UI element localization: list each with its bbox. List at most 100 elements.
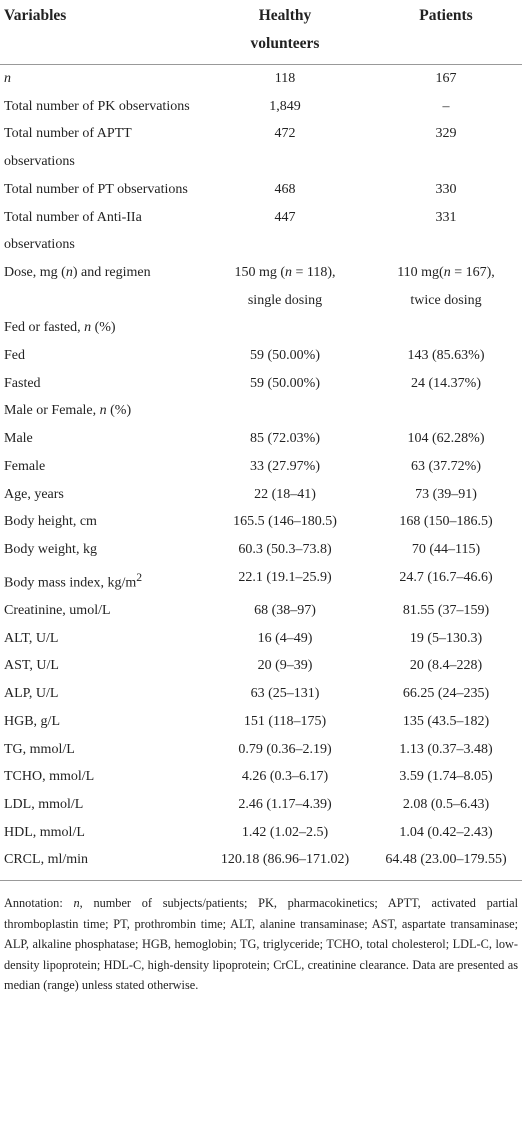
table-row: Body mass index, kg/m2 22.1 (19.1–25.9) 24… — [0, 564, 522, 597]
cell-text: 20 (8.4–228) — [409, 658, 483, 674]
value-cell: 1.13 (0.37–3.48) — [370, 736, 522, 764]
cell-text: ALP, U/L — [4, 686, 59, 702]
table-row: Body weight, kg 60.3 (50.3–73.8) 70 (44–11… — [0, 536, 522, 564]
cell-text: 68 (38–97) — [254, 603, 316, 619]
value-cell — [370, 314, 522, 342]
value-cell: 20 (9–39) — [200, 652, 370, 680]
cell-text: AST, U/L — [4, 658, 59, 674]
cell-text: 329 — [435, 126, 457, 142]
value-cell: 81.55 (37–159) — [370, 597, 522, 625]
value-cell: 22.1 (19.1–25.9) — [200, 564, 370, 597]
cell-text: HDL, mmol/L — [4, 824, 85, 840]
cell-text: 20 (9–39) — [257, 658, 313, 674]
cell-text: 472 — [274, 126, 296, 142]
cell-text: 143 (85.63%) — [407, 348, 485, 364]
value-cell: 120.18 (86.96–171.02) — [200, 846, 370, 882]
value-cell: 24 (14.37%) — [370, 370, 522, 398]
label-cell: Body mass index, kg/m2 — [0, 564, 200, 597]
cell-text: 120.18 (86.96–171.02) — [220, 852, 350, 868]
value-cell: 468 — [200, 176, 370, 204]
cell-text: 63 (25–131) — [250, 686, 320, 702]
label-cell: TG, mmol/L — [0, 736, 200, 764]
text-segment: (%) — [91, 320, 116, 336]
cell-text: 64.48 (23.00–179.55) — [385, 852, 507, 868]
cell-text: 4.26 (0.3–6.17) — [241, 769, 329, 785]
table-row: HDL, mmol/L 1.42 (1.02–2.5) 1.04 (0.42–2.4… — [0, 819, 522, 847]
cell-text: 447 — [274, 209, 296, 225]
label-cell: Male — [0, 425, 200, 453]
cell-text: Fasted — [4, 375, 41, 391]
text-segment: 110 mg( — [397, 264, 444, 280]
cell-text: 165.5 (146–180.5) — [233, 514, 337, 530]
value-cell: 24.7 (16.7–46.6) — [370, 564, 522, 597]
value-cell: 19 (5–130.3) — [370, 625, 522, 653]
cell-text: – — [442, 98, 450, 114]
text-segment: Body mass index, kg/m — [4, 575, 137, 591]
value-cell: 472 — [200, 120, 370, 175]
cell-text: 66.25 (24–235) — [402, 686, 490, 702]
cell-text: Total number of PT observations — [4, 181, 188, 197]
cell-text: 22 (18–41) — [254, 486, 316, 502]
cell-text: Total number of PK observations — [4, 98, 190, 114]
label-cell: Fasted — [0, 370, 200, 398]
text-segment: ) and regimen — [72, 264, 151, 280]
cell-text: 135 (43.5–182) — [402, 713, 490, 729]
header-cell: Variables — [4, 7, 67, 24]
value-cell: 85 (72.03%) — [200, 425, 370, 453]
value-cell: 63 (37.72%) — [370, 453, 522, 481]
table-row: LDL, mmol/L 2.46 (1.17–4.39) 2.08 (0.5–6.4… — [0, 791, 522, 819]
label-cell: Female — [0, 453, 200, 481]
value-cell — [370, 397, 522, 425]
label-cell: HDL, mmol/L — [0, 819, 200, 847]
label-cell: Dose, mg (n) and regimen — [0, 259, 200, 314]
label-cell: LDL, mmol/L — [0, 791, 200, 819]
cell-text: 104 (62.28%) — [407, 431, 485, 447]
value-cell: 66.25 (24–235) — [370, 680, 522, 708]
table-row: HGB, g/L 151 (118–175) 135 (43.5–182) — [0, 708, 522, 736]
text-segment: Male or Female, — [4, 403, 100, 419]
table-row: Male 85 (72.03%) 104 (62.28%) — [0, 425, 522, 453]
table-row: TCHO, mmol/L 4.26 (0.3–6.17) 3.59 (1.74–8.… — [0, 763, 522, 791]
value-cell: 64.48 (23.00–179.55) — [370, 846, 522, 882]
table-row: Fed 59 (50.00%) 143 (85.63%) — [0, 342, 522, 370]
cell-text: 70 (44–115) — [411, 541, 481, 557]
value-cell — [200, 314, 370, 342]
cell-text: 2.08 (0.5–6.43) — [402, 796, 490, 812]
value-cell: 165.5 (146–180.5) — [200, 508, 370, 536]
cell-text: 0.79 (0.36–2.19) — [238, 741, 332, 757]
value-cell: 331 — [370, 204, 522, 259]
value-cell: 63 (25–131) — [200, 680, 370, 708]
table-row: AST, U/L 20 (9–39) 20 (8.4–228) — [0, 652, 522, 680]
cell-text: ALT, U/L — [4, 630, 59, 646]
text-segment: Annotation: — [4, 896, 74, 911]
cell-text: 168 (150–186.5) — [399, 514, 493, 530]
value-cell: 33 (27.97%) — [200, 453, 370, 481]
table-row: Fed or fasted, n (%) — [0, 314, 522, 342]
italic-segment: n — [4, 71, 11, 86]
label-cell: Fed — [0, 342, 200, 370]
text-segment: (%) — [106, 403, 132, 419]
value-cell — [200, 397, 370, 425]
table-row: ALT, U/L 16 (4–49) 19 (5–130.3) — [0, 625, 522, 653]
italic-segment: n — [65, 264, 73, 280]
cell-text: 1.42 (1.02–2.5) — [241, 824, 329, 840]
label-cell: Male or Female, n (%) — [0, 397, 200, 425]
cell-text: Fed — [4, 348, 25, 364]
label-cell: HGB, g/L — [0, 708, 200, 736]
cell-text: 24.7 (16.7–46.6) — [399, 569, 493, 585]
label-cell: ALP, U/L — [0, 680, 200, 708]
cell-text: 2.46 (1.17–4.39) — [238, 796, 332, 812]
cell-text: 3.59 (1.74–8.05) — [399, 769, 493, 785]
table-row: Dose, mg (n) and regimen 150 mg (n = 118)… — [0, 259, 522, 314]
cell-text: 1.04 (0.42–2.43) — [399, 824, 493, 840]
cell-text: TG, mmol/L — [4, 741, 75, 757]
value-cell: 60.3 (50.3–73.8) — [200, 536, 370, 564]
cell-text: 22.1 (19.1–25.9) — [238, 569, 332, 585]
text-segment: = 167), twice dosing — [410, 264, 495, 308]
table-row: Body height, cm 165.5 (146–180.5) 168 (150… — [0, 508, 522, 536]
table-row: Total number of PT observations 468 330 — [0, 176, 522, 204]
cell-text: Age, years — [4, 486, 64, 502]
label-cell: Total number of APTT observations — [0, 120, 200, 175]
